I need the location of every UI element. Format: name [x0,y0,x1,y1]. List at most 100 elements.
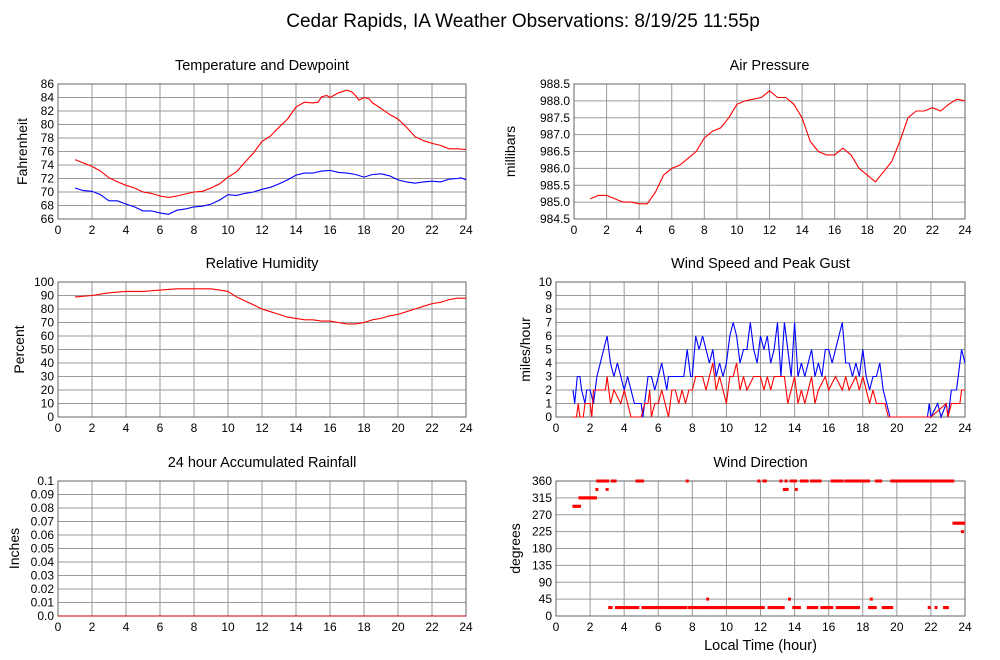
x-tick-label: 16 [828,223,842,237]
y-tick-label: 270 [532,508,552,522]
y-tick-label: 1 [545,397,552,411]
y-tick-label: 0.05 [31,542,55,556]
y-tick-label: 985.5 [540,178,570,192]
x-tick-label: 6 [157,421,164,435]
y-tick-label: 80 [41,118,55,132]
direction-point [805,479,809,483]
y-tick-label: 988.5 [540,77,570,91]
x-tick-label: 2 [603,223,610,237]
x-tick-label: 16 [822,421,836,435]
direction-point [593,496,597,500]
y-tick-label: 0.03 [31,569,55,583]
y-tick-label: 10 [539,275,553,289]
x-tick-label: 4 [621,620,628,634]
x-tick-label: 6 [655,421,662,435]
chart-title: 24 hour Accumulated Rainfall [168,455,357,471]
y-tick-label: 225 [532,525,552,539]
x-tick-label: 14 [795,223,809,237]
y-tick-label: 0.0 [37,609,54,623]
y-tick-label: 30 [41,370,55,384]
x-tick-label: 22 [926,223,940,237]
chart-humidity: Relative HumidityPercent0102030405060708… [11,256,473,435]
x-tick-label: 4 [123,421,130,435]
direction-point [705,606,709,610]
y-tick-label: 315 [532,491,552,505]
x-tick-label: 10 [221,223,235,237]
y-tick-label: 0.08 [31,501,55,515]
y-tick-label: 68 [41,199,55,213]
direction-point [866,479,870,483]
y-tick-label: 0.04 [31,555,55,569]
direction-point [606,479,610,483]
x-tick-label: 22 [425,620,439,634]
x-tick-label: 20 [391,620,405,634]
x-tick-label: 18 [357,223,371,237]
y-tick-label: 0.01 [31,596,55,610]
y-tick-label: 78 [41,131,55,145]
x-tick-label: 10 [720,620,734,634]
chart-title: Wind Direction [713,455,807,471]
x-tick-label: 24 [958,223,972,237]
y-tick-label: 10 [41,397,55,411]
chart-direction: Wind Directiondegrees0459013518022527031… [507,455,972,654]
y-tick-label: 4 [545,356,552,370]
y-tick-label: 8 [545,302,552,316]
direction-point [927,606,931,610]
y-axis-label: Percent [11,325,27,373]
x-tick-label: 24 [958,620,972,634]
x-tick-label: 8 [191,223,198,237]
x-tick-label: 14 [788,421,802,435]
y-tick-label: 360 [532,474,552,488]
x-tick-label: 6 [157,223,164,237]
x-tick-label: 18 [357,421,371,435]
y-tick-label: 0.02 [31,582,55,596]
chart-pressure: Air Pressure millibars 984.5 985.0 985.5 986.… [502,58,972,237]
x-tick-label: 0 [553,421,560,435]
x-tick-label: 0 [55,223,62,237]
direction-point [890,606,894,610]
x-tick-label: 8 [701,223,708,237]
x-tick-label: 22 [425,421,439,435]
direction-point [793,479,797,483]
direction-point [784,479,788,483]
x-tick-label: 24 [958,421,972,435]
direction-point [636,606,640,610]
direction-point [787,597,791,601]
y-tick-label: 66 [41,212,55,226]
series-line-0 [572,322,966,419]
direction-point [763,479,767,483]
chart-title: Air Pressure [730,58,810,74]
x-tick-label: 24 [459,421,473,435]
x-tick-label: 22 [924,421,938,435]
direction-point [951,479,955,483]
x-tick-label: 22 [924,620,938,634]
y-axis-label: Inches [6,528,22,569]
y-tick-label: 0.07 [31,515,55,529]
direction-point [818,479,822,483]
x-tick-label: 2 [89,620,96,634]
chart-wind: Wind Speed and Peak Gustmiles/hour012345… [517,256,972,435]
y-tick-label: 80 [41,302,55,316]
direction-point [934,606,938,610]
x-tick-label: 10 [221,421,235,435]
x-tick-label: 18 [861,223,875,237]
x-tick-label: 12 [763,223,777,237]
y-axis-label: Fahrenheit [14,118,30,185]
direction-point [757,479,761,483]
x-tick-label: 22 [425,223,439,237]
direction-point [840,479,844,483]
direction-point [785,487,789,491]
y-tick-label: 0 [545,410,552,424]
x-tick-label: 2 [587,421,594,435]
series-line-0 [74,89,467,198]
page-title: Cedar Rapids, IA Weather Observations: 8… [286,11,760,32]
direction-point [797,606,801,610]
chart-title: Wind Speed and Peak Gust [671,256,850,272]
series-line-1 [573,362,965,418]
y-tick-label: 986.0 [540,161,570,175]
x-tick-label: 18 [856,421,870,435]
x-tick-label: 6 [157,620,164,634]
y-tick-label: 50 [41,343,55,357]
plot-frame [57,281,467,418]
